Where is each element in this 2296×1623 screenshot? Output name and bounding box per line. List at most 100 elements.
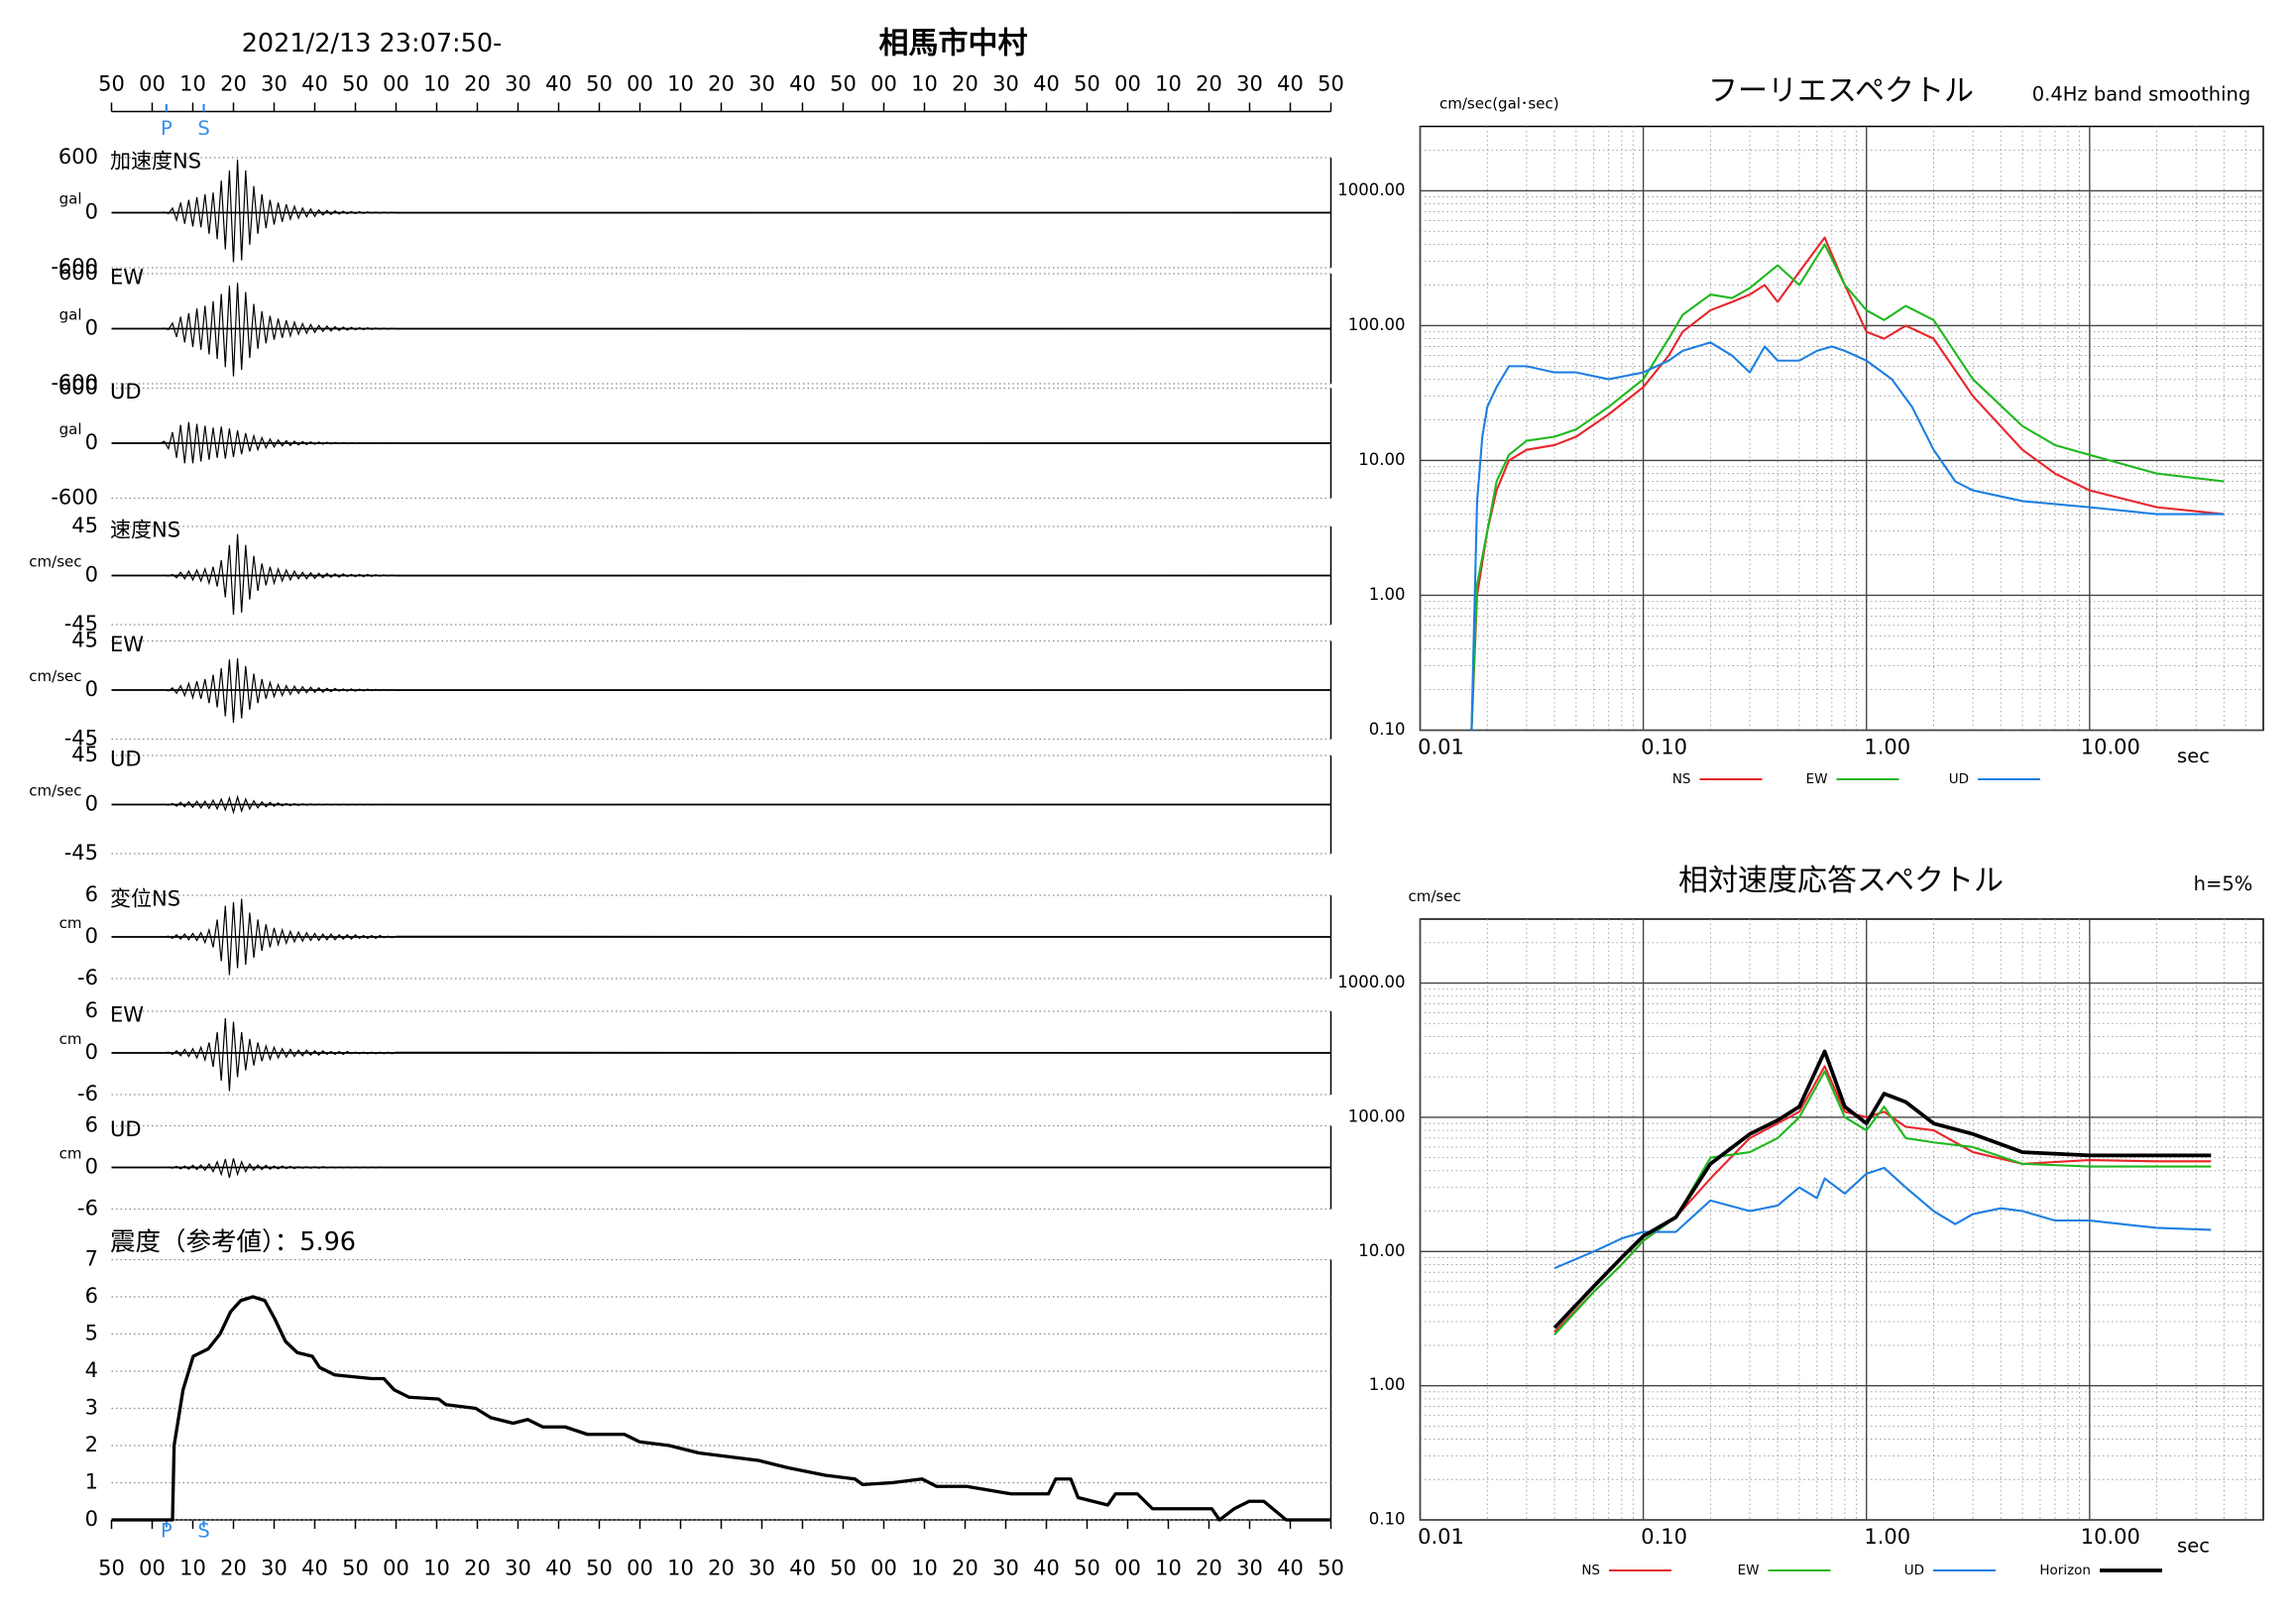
y-tick-label: 100.00 (1348, 1106, 1406, 1125)
y-tick-label: 600 (58, 145, 98, 169)
x-tick-label: 30 (505, 1557, 531, 1580)
series-line (1470, 341, 2225, 731)
x-tick-label: 50 (1074, 72, 1100, 96)
x-tick-label: 1.00 (1864, 1525, 1910, 1549)
chart-title: 相対速度応答スペクトル (1678, 864, 2004, 898)
y-axis-label: cm/sec(gal･sec) (1439, 95, 1559, 113)
x-tick-label: 20 (1196, 1557, 1222, 1580)
x-tick-label: 10.00 (2081, 1525, 2140, 1549)
unit-label: gal (59, 420, 82, 438)
x-tick-label: 30 (1236, 1557, 1263, 1580)
y-tick-label: 0 (85, 677, 98, 701)
x-tick-label: 20 (220, 1557, 247, 1580)
y-tick-label: 45 (71, 743, 98, 766)
y-tick-label: 6 (85, 1284, 98, 1308)
waveform (111, 1158, 1331, 1179)
unit-label: gal (59, 190, 82, 208)
waveform (111, 898, 1331, 976)
x-tick-label: 20 (952, 72, 978, 96)
y-tick-label: 7 (85, 1247, 98, 1271)
y-tick-label: -45 (64, 612, 98, 636)
x-tick-label: 50 (342, 1557, 369, 1580)
x-tick-label: 30 (748, 72, 775, 96)
y-tick-label: -45 (64, 727, 98, 751)
phase-label: P (161, 1520, 172, 1543)
phase-label: S (197, 1520, 209, 1543)
y-tick-label: 1000.00 (1337, 180, 1405, 199)
unit-label: cm/sec (29, 553, 81, 571)
y-tick-label: 1000.00 (1337, 973, 1405, 991)
waveform (111, 1017, 1331, 1092)
y-tick-label: 45 (71, 514, 98, 537)
legend-label: NS (1581, 1563, 1600, 1578)
panel-label: UD (110, 748, 142, 771)
x-tick-label: 20 (952, 1557, 978, 1580)
x-tick-label: 50 (1318, 1557, 1344, 1580)
y-tick-label: 1.00 (1369, 1375, 1406, 1394)
x-tick-label: 00 (627, 72, 653, 96)
panel-label: 速度NS (110, 519, 180, 542)
unit-label: cm (59, 1145, 82, 1163)
unit-label: gal (59, 306, 82, 324)
x-tick-label: 50 (342, 72, 369, 96)
x-tick-label: 50 (586, 1557, 613, 1580)
x-tick-label: 00 (1114, 1557, 1141, 1580)
panel-label: UD (110, 380, 142, 404)
chart-subtitle: h=5% (2194, 872, 2253, 895)
y-tick-label: 100.00 (1348, 315, 1406, 334)
y-tick-label: 0 (85, 200, 98, 224)
x-tick-label: 50 (830, 1557, 857, 1580)
x-tick-label: 1.00 (1864, 736, 1910, 759)
x-tick-label: 10 (667, 72, 694, 96)
x-tick-label: 50 (586, 72, 613, 96)
x-tick-label: 30 (748, 1557, 775, 1580)
x-tick-label: 50 (1318, 72, 1344, 96)
panel-label: 加速度NS (110, 150, 201, 174)
x-tick-label: 30 (992, 1557, 1019, 1580)
x-tick-label: 00 (627, 1557, 653, 1580)
panel-label: 変位NS (110, 887, 180, 911)
x-tick-label: 0.01 (1418, 736, 1464, 759)
x-tick-label: 10 (1155, 72, 1182, 96)
x-tick-label: 10 (911, 72, 938, 96)
x-tick-label: 40 (1033, 72, 1060, 96)
legend-label: EW (1806, 771, 1828, 787)
x-tick-label: 50 (98, 1557, 125, 1580)
y-tick-label: 10.00 (1358, 1241, 1405, 1260)
y-tick-label: 0 (85, 430, 98, 454)
x-tick-label: 20 (464, 72, 491, 96)
x-tick-label: 40 (301, 1557, 328, 1580)
series-line (1552, 1049, 2212, 1330)
waveform (111, 159, 1331, 263)
x-tick-label: 10 (1155, 1557, 1182, 1580)
x-tick-label: 30 (505, 72, 531, 96)
x-tick-label: 10 (667, 1557, 694, 1580)
x-tick-label: 00 (870, 72, 897, 96)
legend-label: UD (1949, 771, 1969, 787)
series-line (1553, 1065, 2212, 1333)
y-tick-label: -45 (64, 841, 98, 865)
x-tick-label: 50 (98, 72, 125, 96)
y-tick-label: 0 (85, 1040, 98, 1064)
unit-label: cm/sec (29, 782, 81, 800)
y-tick-label: 45 (71, 629, 98, 652)
x-tick-label: 10 (911, 1557, 938, 1580)
x-tick-label: 00 (139, 1557, 166, 1580)
waveform (111, 533, 1331, 616)
panel-label: EW (110, 1003, 144, 1027)
x-tick-label: 20 (708, 72, 735, 96)
x-tick-label: 20 (708, 1557, 735, 1580)
panel-label: EW (110, 633, 144, 656)
panel-label: UD (110, 1117, 142, 1141)
y-tick-label: 0 (85, 1155, 98, 1179)
waveform (111, 794, 1331, 815)
x-tick-label: 0.01 (1418, 1525, 1464, 1549)
y-tick-label: 1.00 (1369, 585, 1406, 604)
y-tick-label: 10.00 (1358, 450, 1405, 469)
intensity-line (111, 1295, 1331, 1522)
y-tick-label: 4 (85, 1358, 98, 1382)
y-tick-label: 600 (58, 376, 98, 400)
y-tick-label: -600 (51, 371, 98, 395)
y-tick-label: -600 (51, 255, 98, 279)
